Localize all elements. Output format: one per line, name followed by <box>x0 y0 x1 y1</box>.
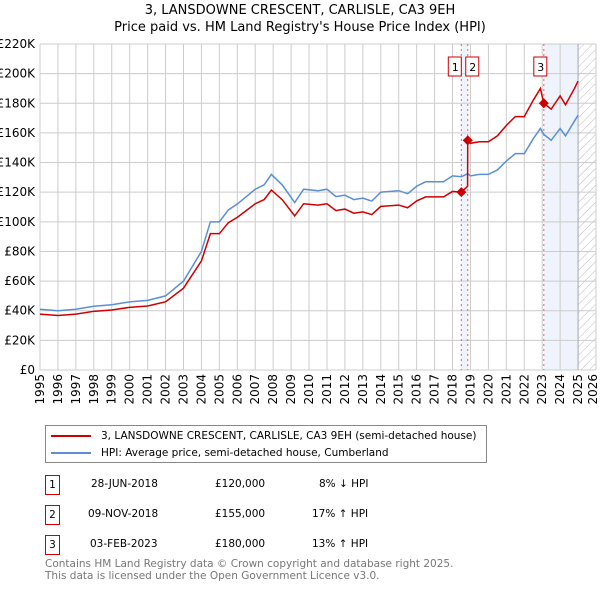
y-tick-label: £180K <box>0 96 36 110</box>
x-tick-label: 2015 <box>392 374 406 405</box>
footer-line: This data is licensed under the Open Gov… <box>45 570 380 582</box>
legend-item-property: 3, LANSDOWNE CRESCENT, CARLISLE, CA3 9EH… <box>51 430 477 442</box>
forecast-hatch <box>578 44 596 370</box>
y-tick-label: £60K <box>4 274 36 288</box>
x-tick-label: 2004 <box>194 374 208 405</box>
transaction-row: 2 09-NOV-2018 £155,000 17% ↑ HPI <box>45 505 445 525</box>
y-tick-label: £100K <box>0 215 36 229</box>
x-tick-label: 2026 <box>586 374 600 405</box>
x-tick-label: 2018 <box>446 374 460 405</box>
transaction-hpi: 13% ↑ HPI <box>312 538 369 550</box>
transaction-row: 3 03-FEB-2023 £180,000 13% ↑ HPI <box>45 535 445 555</box>
x-tick-label: 2010 <box>302 374 316 405</box>
legend: 3, LANSDOWNE CRESCENT, CARLISLE, CA3 9EH… <box>45 425 487 463</box>
y-tick-label: £140K <box>0 156 36 170</box>
x-tick-label: 2005 <box>212 374 226 405</box>
x-tick-label: 1996 <box>51 374 65 405</box>
sale-label: 2 <box>469 61 476 74</box>
transaction-date: 03-FEB-2023 <box>90 538 158 550</box>
x-tick-label: 2021 <box>499 374 513 405</box>
x-tick-label: 2023 <box>535 374 549 405</box>
sale-shade <box>461 44 468 370</box>
sale-label-box <box>533 56 548 77</box>
transaction-hpi: 8% ↓ HPI <box>319 478 369 490</box>
y-tick-label: £220K <box>0 37 36 51</box>
x-tick-label: 2001 <box>141 374 155 405</box>
x-tick-label: 2000 <box>123 374 137 405</box>
sale-point <box>538 98 549 109</box>
chart-subtitle: Price paid vs. HM Land Registry's House … <box>114 20 486 35</box>
transaction-date: 09-NOV-2018 <box>88 508 159 520</box>
x-tick-label: 2002 <box>159 374 173 405</box>
legend-swatch <box>51 452 91 454</box>
x-tick-label: 2019 <box>463 374 477 405</box>
x-tick-label: 2014 <box>374 374 388 405</box>
transaction-number: 3 <box>45 535 60 555</box>
x-tick-label: 2022 <box>517 374 531 405</box>
x-tick-label: 2017 <box>428 374 442 405</box>
sale-label-box <box>447 56 462 77</box>
x-tick-label: 1999 <box>105 374 119 405</box>
y-tick-label: £20K <box>4 333 36 347</box>
x-tick-label: 2020 <box>481 374 495 405</box>
x-tick-label: 1998 <box>87 374 101 405</box>
price-chart: 1995 1996 1997 1998 1999 2000 2001 2002 2003 2004… <box>0 37 600 405</box>
legend-swatch <box>51 435 91 437</box>
x-tick-label: 2016 <box>410 374 424 405</box>
sale-point <box>456 187 467 198</box>
legend-label: HPI: Average price, semi-detached house,… <box>101 447 389 459</box>
transaction-price: £155,000 <box>215 508 266 520</box>
x-tick-label: 2013 <box>356 374 370 405</box>
legend-item-hpi: HPI: Average price, semi-detached house,… <box>51 447 389 459</box>
sale-label: 1 <box>452 61 459 74</box>
y-tick-label: £200K <box>0 67 36 81</box>
y-tick-label: £0 <box>20 363 35 377</box>
x-tick-label: 1997 <box>69 374 83 405</box>
x-tick-label: 2025 <box>571 374 585 405</box>
y-tick-label: £160K <box>0 126 36 140</box>
y-tick-label: £120K <box>0 185 36 199</box>
x-tick-label: 2006 <box>230 374 244 405</box>
legend-label: 3, LANSDOWNE CRESCENT, CARLISLE, CA3 9EH… <box>101 430 477 442</box>
sale-shade <box>543 44 579 370</box>
y-tick-label: £40K <box>4 304 36 318</box>
transaction-price: £120,000 <box>215 478 266 490</box>
x-tick-label: 2007 <box>248 374 262 405</box>
x-tick-label: 2011 <box>320 374 334 405</box>
sale-label-box <box>465 56 480 77</box>
series-line <box>39 114 579 312</box>
x-tick-label: 1995 <box>33 374 47 405</box>
sale-label: 3 <box>537 61 544 74</box>
series-line <box>39 80 579 317</box>
transaction-row: 1 28-JUN-2018 £120,000 8% ↓ HPI <box>45 475 445 495</box>
x-tick-label: 2012 <box>338 374 352 405</box>
chart-title: 3, LANSDOWNE CRESCENT, CARLISLE, CA3 9EH <box>144 3 456 18</box>
sale-point <box>462 135 473 146</box>
transaction-hpi: 17% ↑ HPI <box>312 508 369 520</box>
transaction-date: 28-JUN-2018 <box>91 478 158 490</box>
footer-line: Contains HM Land Registry data © Crown c… <box>45 558 454 570</box>
x-tick-label: 2009 <box>284 374 298 405</box>
x-tick-label: 2008 <box>266 374 280 405</box>
y-tick-label: £80K <box>4 244 36 258</box>
footer: Contains HM Land Registry data © Crown c… <box>45 558 453 582</box>
x-tick-label: 2003 <box>176 374 190 405</box>
transaction-number: 1 <box>45 475 60 495</box>
x-tick-label: 2024 <box>553 374 567 405</box>
transaction-number: 2 <box>45 505 60 525</box>
transaction-price: £180,000 <box>215 538 266 550</box>
